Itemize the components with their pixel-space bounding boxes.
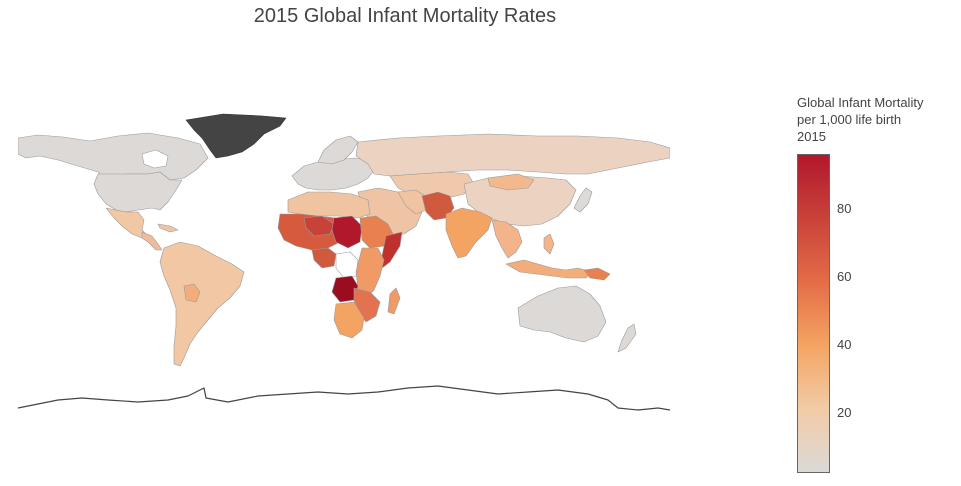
- colorbar-title-line-3: 2015: [797, 129, 826, 144]
- region-india[interactable]: [445, 207, 493, 259]
- colorbar-tick-80: 80: [837, 201, 852, 217]
- colorbar-title: Global Infant Mortality per 1,000 life b…: [797, 94, 923, 145]
- chart-title: 2015 Global Infant Mortality Rates: [253, 5, 557, 27]
- region-nigeria[interactable]: [311, 247, 337, 269]
- region-central-africa-nodata[interactable]: [335, 251, 359, 279]
- region-south-america[interactable]: [159, 241, 245, 367]
- region-hudson-bay: [141, 149, 169, 169]
- region-canada[interactable]: [18, 132, 209, 181]
- colorbar-title-line-1: Global Infant Mortality: [797, 95, 924, 110]
- map-svg[interactable]: [18, 108, 670, 430]
- region-southern-africa[interactable]: [333, 301, 365, 339]
- colorbar: [797, 154, 830, 473]
- region-mali-niger[interactable]: [303, 215, 335, 237]
- region-new-zealand[interactable]: [617, 323, 637, 353]
- region-usa[interactable]: [93, 171, 183, 213]
- region-mongolia[interactable]: [487, 173, 535, 191]
- region-russia[interactable]: [355, 133, 670, 177]
- region-australia[interactable]: [517, 285, 607, 343]
- world-choropleth-map[interactable]: [18, 108, 670, 430]
- region-central-america[interactable]: [141, 231, 163, 251]
- region-se-asia[interactable]: [491, 219, 523, 259]
- region-philippines[interactable]: [543, 233, 555, 255]
- colorbar-title-line-2: per 1,000 life birth: [797, 112, 902, 127]
- region-antarctica: [18, 385, 670, 411]
- region-madagascar[interactable]: [387, 287, 401, 315]
- colorbar-tick-40: 40: [837, 337, 852, 353]
- region-north-africa[interactable]: [287, 191, 371, 219]
- region-caribbean[interactable]: [157, 223, 179, 233]
- region-east-africa[interactable]: [355, 247, 385, 299]
- colorbar-tick-60: 60: [837, 269, 852, 285]
- region-indonesia[interactable]: [505, 259, 593, 279]
- colorbar-tick-20: 20: [837, 404, 852, 420]
- region-png[interactable]: [583, 267, 611, 281]
- region-greenland[interactable]: [185, 113, 287, 159]
- region-japan[interactable]: [573, 187, 593, 213]
- region-chad-car[interactable]: [331, 215, 363, 249]
- region-bolivia[interactable]: [183, 283, 201, 303]
